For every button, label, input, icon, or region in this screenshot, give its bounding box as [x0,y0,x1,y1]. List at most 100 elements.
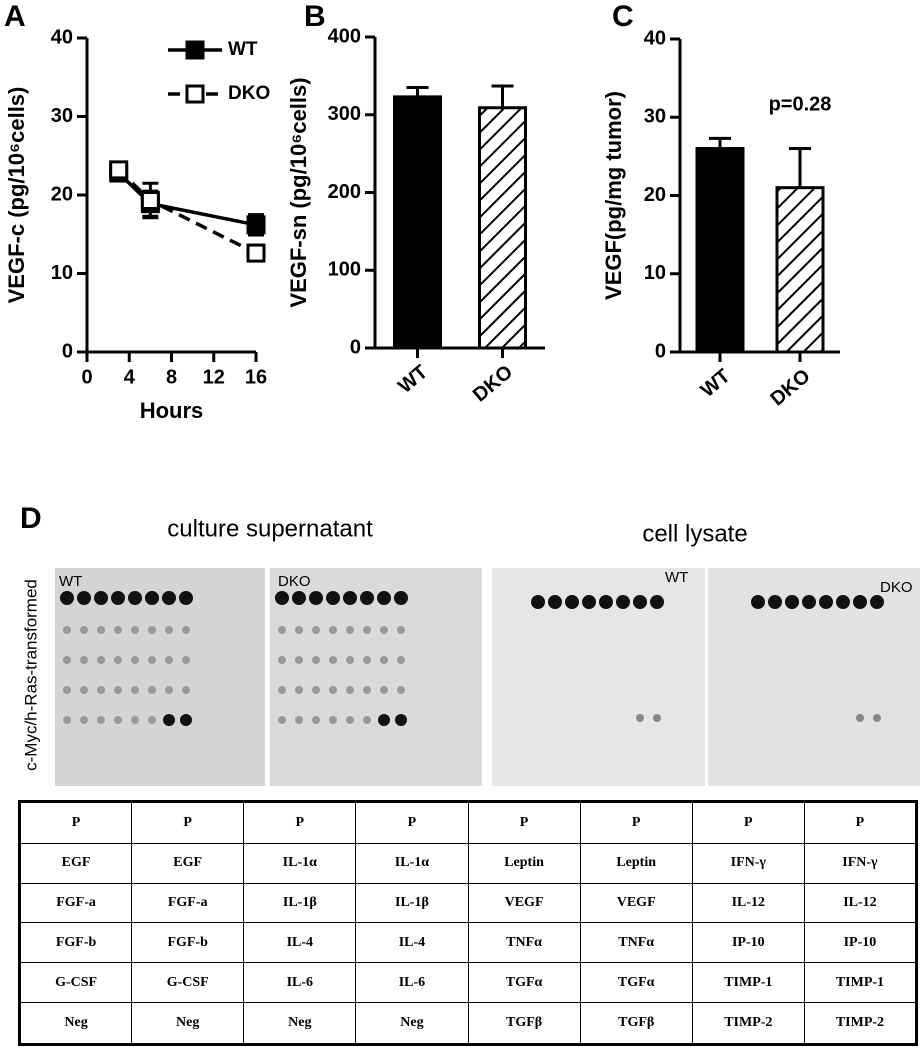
blot-spot [114,716,122,724]
x-tick-label: DKO [766,365,814,410]
table-cell: Leptin [467,842,581,884]
blot-spot [312,716,320,724]
blot-spot [873,714,881,722]
legend-marker [185,84,205,104]
x-tick-label: WT [697,365,735,402]
blot-spot [394,591,408,605]
table-cell: IL-4 [243,922,357,964]
y-tick-label: 0 [655,340,666,362]
blot-spot [397,686,405,694]
blot-spot [80,686,88,694]
blot-spot [77,591,91,605]
blot-spot [182,656,190,664]
blot-spot [768,595,782,609]
y-tick-label: 30 [51,105,73,127]
table-cell: P [803,801,918,844]
blot-spot [63,656,71,664]
blot-spot [182,686,190,694]
blot-spot [312,626,320,634]
table-row: EGF EGF IL-1α IL-1α Leptin Leptin IFN-γ IFN-γ [18,842,918,884]
blot-spot [114,686,122,694]
blot-spot [295,686,303,694]
x-tick-label: DKO [469,361,517,406]
blot-spot [145,591,159,605]
blot-image [492,568,705,786]
blot-spot [94,591,108,605]
table-cell: FGF-b [18,922,133,964]
legend-label: DKO [228,83,270,104]
blot-spot [395,714,407,726]
table-cell: IL-12 [691,882,805,924]
legend-marker [185,40,205,60]
blot-spot [363,686,371,694]
blot-spot [278,656,286,664]
y-tick-label: 20 [644,184,666,206]
blot-spot [397,626,405,634]
table-cell: TNFα [467,922,581,964]
blot-spot [380,656,388,664]
blot-image [270,568,482,786]
blot-spot [131,626,139,634]
blot-spot [853,595,867,609]
panel-label: D [20,502,42,535]
blot-spot [278,626,286,634]
blot-spot [326,591,340,605]
x-tick-label: 8 [166,366,177,388]
table-cell: TGFα [579,962,693,1004]
table-cell: TGFβ [579,1002,693,1045]
table-cell: EGF [18,842,133,884]
blot-spot [329,626,337,634]
blot-spot [360,591,374,605]
blot-spot [785,595,799,609]
blot-spot [343,591,357,605]
panel-label: C [612,0,634,33]
blot-spot [616,595,630,609]
y-axis-title: VEGF-sn (pg/10⁶cells) [286,77,311,307]
blot-spot [397,656,405,664]
blot-spot [312,686,320,694]
panel-label: A [4,0,26,33]
blot-spot [111,591,125,605]
table-cell: FGF-a [131,882,245,924]
blot-spot [148,656,156,664]
table-cell: P [355,801,469,844]
blot-spot [380,686,388,694]
table-row: FGF-a FGF-a IL-1β IL-1β VEGF VEGF IL-12 IL-12 [18,882,918,924]
blot-label: DKO [880,579,913,596]
blot-spot [346,686,354,694]
table-cell: FGF-a [18,882,133,924]
table-cell: IP-10 [803,922,918,964]
y-tick-label: 20 [51,183,73,205]
blot-spot [346,656,354,664]
bar [695,147,745,354]
blot-spot [80,626,88,634]
blot-spot [377,591,391,605]
blot-spot [165,656,173,664]
table-row: Neg Neg Neg Neg TGFβ TGFβ TIMP-2 TIMP-2 [18,1002,918,1045]
blot-spot [363,656,371,664]
blot-spot [363,716,371,724]
y-tick-label: 0 [350,336,361,358]
blot-spot [633,595,647,609]
y-tick-label: 300 [328,103,361,125]
blot-spot [114,656,122,664]
table-cell: P [243,801,357,844]
blot-title: culture supernatant [167,515,373,542]
point [246,243,266,263]
table-cell: IL-4 [355,922,469,964]
array-map-table: P P P P P P P P EGF EGF IL-1α IL-1α Leptin Leptin IFN-… [18,800,918,1046]
table-cell: VEGF [467,882,581,924]
blot-image [55,568,265,786]
table-cell: Neg [131,1002,245,1045]
blot-spot [97,716,105,724]
blot-spot [97,656,105,664]
blot-spot [179,591,193,605]
table-cell: TIMP-2 [691,1002,805,1045]
table-cell: IL-6 [355,962,469,1004]
blot-spot [565,595,579,609]
y-axis-title: VEGF-c (pg/10⁶cells) [4,87,29,304]
point [140,190,160,210]
table-cell: IL-1α [243,842,357,884]
bar [393,95,442,350]
